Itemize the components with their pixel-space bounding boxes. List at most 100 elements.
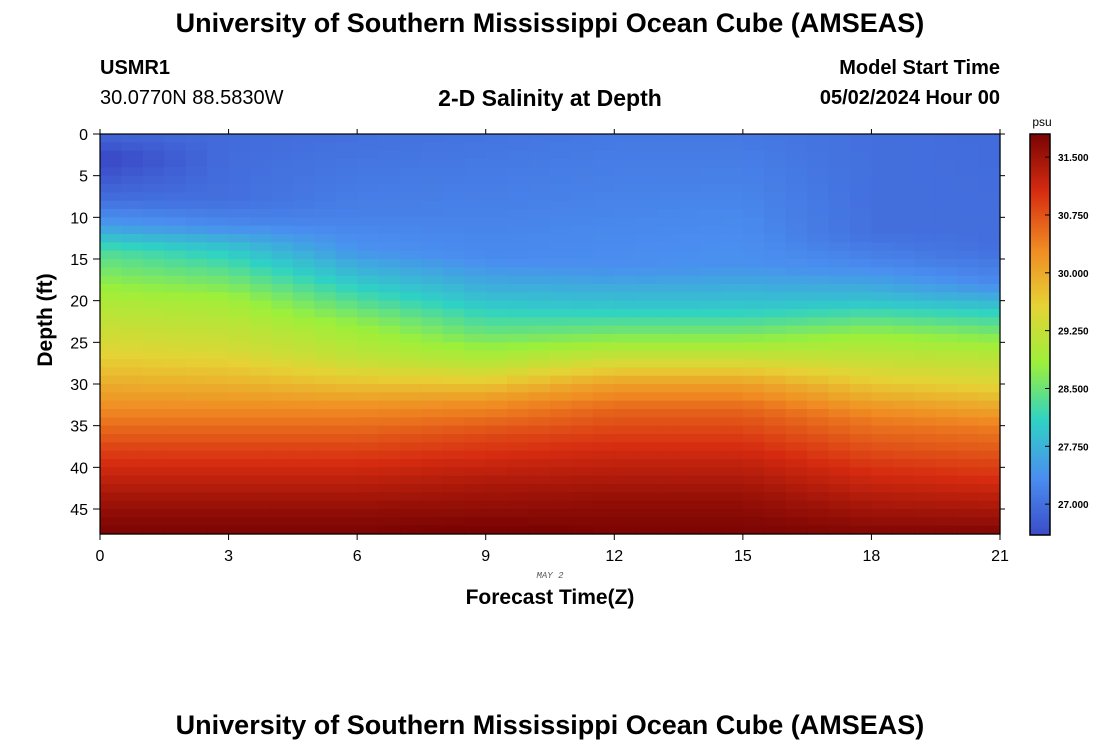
heatmap-cell bbox=[207, 284, 230, 293]
heatmap-cell bbox=[828, 375, 851, 385]
heatmap-cell bbox=[314, 442, 337, 452]
heatmap-cell bbox=[100, 434, 123, 443]
heatmap-cell bbox=[657, 167, 680, 177]
heatmap-cell bbox=[250, 484, 273, 493]
heatmap-cell bbox=[207, 367, 230, 377]
heatmap-cell bbox=[442, 225, 465, 235]
heatmap-cell bbox=[442, 267, 465, 277]
heatmap-cell bbox=[271, 150, 294, 160]
heatmap-cell bbox=[614, 525, 637, 535]
heatmap-cell bbox=[828, 184, 851, 193]
heatmap-cell bbox=[957, 375, 980, 385]
heatmap-cell bbox=[528, 184, 551, 193]
heatmap-cell bbox=[592, 442, 615, 452]
heatmap-cell bbox=[271, 417, 294, 427]
heatmap-cell bbox=[421, 525, 444, 535]
heatmap-cell bbox=[357, 484, 380, 493]
heatmap-cell bbox=[335, 392, 358, 402]
heatmap-cell bbox=[550, 209, 573, 218]
heatmap-cell bbox=[657, 392, 680, 402]
heatmap-cell bbox=[485, 175, 508, 185]
heatmap-cell bbox=[871, 167, 894, 177]
heatmap-cell bbox=[442, 367, 465, 377]
heatmap-cell bbox=[614, 159, 637, 168]
heatmap-cell bbox=[807, 350, 830, 360]
heatmap-cell bbox=[142, 184, 165, 193]
heatmap-cell bbox=[764, 442, 787, 452]
heatmap-cell bbox=[528, 267, 551, 277]
heatmap-cell bbox=[764, 392, 787, 402]
heatmap-cell bbox=[764, 475, 787, 485]
heatmap-cell bbox=[721, 209, 744, 218]
heatmap-cell bbox=[250, 259, 273, 268]
heatmap-cell bbox=[164, 509, 187, 518]
heatmap-cell bbox=[207, 250, 230, 260]
heatmap-cell bbox=[892, 442, 915, 452]
heatmap-cell bbox=[314, 225, 337, 235]
heatmap-cell bbox=[892, 459, 915, 468]
heatmap-cell bbox=[914, 200, 937, 210]
heatmap-cell bbox=[357, 150, 380, 160]
heatmap-cell bbox=[528, 209, 551, 218]
heatmap-cell bbox=[357, 284, 380, 293]
heatmap-cell bbox=[528, 142, 551, 152]
heatmap-cell bbox=[464, 500, 487, 510]
heatmap-cell bbox=[271, 209, 294, 218]
heatmap-cell bbox=[100, 284, 123, 293]
heatmap-cell bbox=[935, 209, 958, 218]
heatmap-cell bbox=[871, 184, 894, 193]
heatmap-cell bbox=[378, 309, 401, 318]
heatmap-cell bbox=[121, 159, 144, 168]
heatmap-cell bbox=[250, 367, 273, 377]
heatmap-cell bbox=[421, 409, 444, 418]
heatmap-cell bbox=[914, 350, 937, 360]
heatmap-cell bbox=[635, 425, 658, 435]
heatmap-cell bbox=[442, 450, 465, 460]
heatmap-cell bbox=[892, 325, 915, 335]
heatmap-cell bbox=[185, 484, 208, 493]
y-tick-label: 15 bbox=[70, 252, 88, 269]
heatmap-cell bbox=[142, 317, 165, 327]
heatmap-cell bbox=[678, 484, 701, 493]
heatmap-cell bbox=[571, 450, 594, 460]
heatmap-cell bbox=[914, 475, 937, 485]
heatmap-cell bbox=[678, 400, 701, 410]
heatmap-cell bbox=[485, 334, 508, 343]
heatmap-cell bbox=[614, 409, 637, 418]
heatmap-cell bbox=[100, 400, 123, 410]
heatmap-cell bbox=[142, 142, 165, 152]
heatmap-cell bbox=[250, 409, 273, 418]
heatmap-cell bbox=[271, 375, 294, 385]
heatmap-cell bbox=[100, 217, 123, 227]
heatmap-cell bbox=[764, 284, 787, 293]
heatmap-cell bbox=[721, 134, 744, 143]
heatmap-cell bbox=[678, 434, 701, 443]
heatmap-cell bbox=[185, 175, 208, 185]
heatmap-cell bbox=[121, 267, 144, 277]
heatmap-cell bbox=[121, 375, 144, 385]
heatmap-cell bbox=[207, 300, 230, 310]
heatmap-cell bbox=[678, 417, 701, 427]
heatmap-cell bbox=[164, 475, 187, 485]
heatmap-cell bbox=[592, 142, 615, 152]
heatmap-cell bbox=[357, 242, 380, 252]
heatmap-cell bbox=[378, 200, 401, 210]
heatmap-cell bbox=[121, 467, 144, 477]
heatmap-cell bbox=[742, 384, 765, 393]
heatmap-cell bbox=[528, 259, 551, 268]
heatmap-cell bbox=[271, 175, 294, 185]
heatmap-cell bbox=[592, 292, 615, 302]
heatmap-cell bbox=[957, 400, 980, 410]
heatmap-cell bbox=[871, 517, 894, 527]
heatmap-cell bbox=[378, 484, 401, 493]
heatmap-cell bbox=[228, 392, 251, 402]
heatmap-cell bbox=[678, 342, 701, 352]
heatmap-cell bbox=[978, 525, 1001, 535]
heatmap-cell bbox=[721, 442, 744, 452]
heatmap-cell bbox=[335, 442, 358, 452]
heatmap-cell bbox=[571, 400, 594, 410]
heatmap-cell bbox=[700, 417, 723, 427]
heatmap-cell bbox=[550, 317, 573, 327]
heatmap-cell bbox=[378, 525, 401, 535]
heatmap-cell bbox=[292, 250, 315, 260]
